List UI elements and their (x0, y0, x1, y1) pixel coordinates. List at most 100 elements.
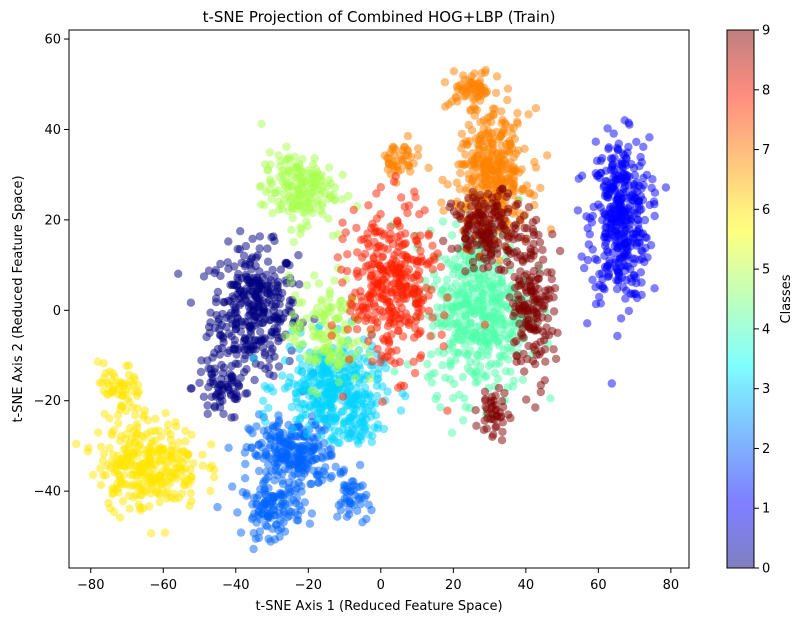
scatter-point (635, 206, 644, 215)
scatter-point (274, 334, 284, 343)
scatter-point (621, 219, 630, 228)
scatter-point (345, 355, 354, 364)
scatter-point (629, 206, 638, 215)
scatter-point (309, 466, 319, 475)
scatter-point (364, 336, 373, 346)
scatter-point (199, 392, 209, 401)
scatter-point (462, 139, 471, 149)
scatter-point (233, 289, 242, 298)
scatter-point (269, 371, 278, 381)
scatter-point (453, 244, 462, 253)
scatter-point (409, 357, 418, 366)
scatter-point (503, 257, 512, 266)
x-tick-label: −60 (150, 578, 177, 593)
scatter-point (255, 232, 265, 241)
scatter-point (266, 383, 275, 392)
scatter-point (289, 496, 298, 505)
scatter-point (478, 231, 488, 240)
scatter-point (316, 452, 326, 462)
scatter-point (325, 175, 334, 185)
scatter-point (349, 338, 358, 348)
scatter-point (634, 220, 643, 229)
scatter-point (383, 165, 393, 174)
scatter-point (600, 262, 610, 272)
scatter-point (268, 423, 278, 433)
scatter-point (528, 218, 537, 227)
scatter-point (373, 420, 383, 429)
scatter-point (401, 282, 411, 292)
scatter-point (342, 266, 352, 276)
colorbar-tick-label: 1 (762, 502, 770, 517)
scatter-point (498, 402, 508, 412)
scatter-point (373, 375, 382, 384)
scatter-point (161, 468, 171, 477)
scatter-point (242, 489, 251, 498)
scatter-point (288, 471, 297, 481)
scatter-point (132, 419, 142, 429)
scatter-point (303, 459, 312, 468)
scatter-point (483, 351, 492, 360)
scatter-point (396, 406, 406, 415)
scatter-point (472, 421, 481, 430)
scatter-point (498, 231, 507, 240)
scatter-point (220, 298, 229, 307)
scatter-point (410, 368, 420, 378)
scatter-point (522, 234, 531, 243)
scatter-point (411, 236, 421, 245)
scatter-point (359, 400, 369, 409)
colorbar-tick-label: 0 (762, 562, 770, 577)
scatter-point (527, 288, 536, 297)
scatter-point (296, 223, 305, 232)
scatter-point (230, 336, 239, 345)
scatter-point (264, 403, 273, 413)
scatter-point (477, 68, 486, 78)
scatter-point (467, 299, 477, 309)
scatter-point (104, 498, 113, 508)
scatter-point (598, 274, 607, 284)
scatter-point (468, 257, 478, 267)
scatter-point (315, 172, 324, 181)
scatter-point (583, 255, 593, 265)
scatter-point (368, 219, 377, 228)
scatter-point (473, 140, 482, 149)
scatter-point (105, 443, 114, 453)
scatter-point (268, 344, 277, 353)
scatter-point (304, 421, 314, 431)
scatter-point (509, 166, 518, 176)
scatter-point (259, 306, 269, 315)
scatter-point (327, 321, 336, 330)
scatter-point (339, 419, 348, 428)
scatter-point (251, 534, 261, 543)
scatter-point (472, 240, 482, 250)
scatter-point (379, 424, 389, 434)
scatter-point (637, 290, 646, 300)
scatter-point (273, 451, 282, 461)
scatter-point (241, 260, 250, 269)
scatter-point (164, 420, 173, 429)
scatter-point (621, 294, 630, 303)
scatter-point (398, 332, 408, 341)
scatter-point (234, 359, 243, 369)
scatter-point (496, 186, 505, 195)
scatter-point (383, 387, 392, 396)
scatter-point (388, 239, 398, 249)
scatter-point (131, 432, 140, 442)
scatter-point (230, 345, 240, 354)
scatter-point (272, 280, 281, 289)
scatter-point (589, 202, 598, 212)
scatter-point (520, 367, 529, 376)
scatter-point (177, 489, 187, 498)
scatter-point (163, 427, 172, 436)
scatter-point (551, 354, 561, 364)
colorbar-ticks: 0 1 2 3 4 5 6 7 8 9 (754, 24, 770, 577)
scatter-point (604, 269, 613, 279)
scatter-point (611, 200, 620, 210)
scatter-point (351, 364, 361, 373)
scatter-point (99, 449, 109, 458)
scatter-point (365, 299, 374, 308)
scatter-point (453, 323, 462, 332)
scatter-point (261, 520, 270, 530)
scatter-point (515, 277, 524, 286)
scatter-point (214, 315, 223, 324)
scatter-point (376, 209, 385, 219)
